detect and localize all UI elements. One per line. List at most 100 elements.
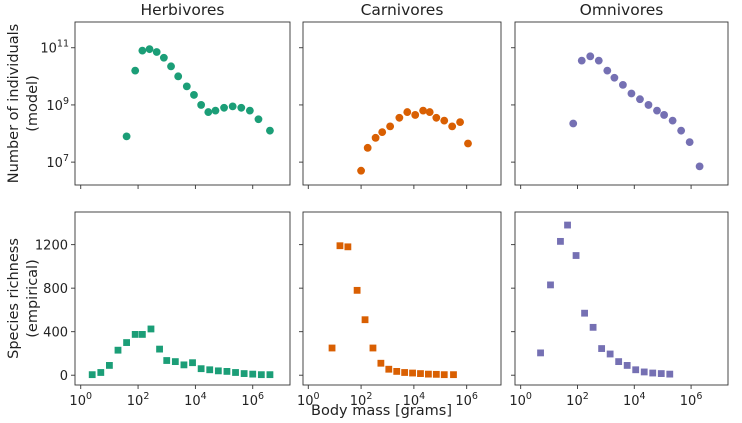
data-point-carnivores — [371, 133, 380, 142]
panel-frame-top-omnivores — [514, 21, 729, 186]
x-tick-label: 104 — [184, 391, 207, 409]
data-square-herbivores — [249, 370, 257, 378]
data-square-herbivores — [114, 346, 122, 354]
data-square-omnivores — [649, 369, 657, 377]
data-point-omnivores — [577, 56, 586, 65]
data-square-herbivores — [123, 339, 130, 346]
data-square-carnivores — [409, 369, 416, 377]
y-axis-label-top-line: (model) — [25, 75, 41, 131]
data-point-carnivores — [440, 116, 449, 125]
data-square-carnivores — [385, 365, 393, 373]
data-square-omnivores — [547, 281, 554, 289]
data-square-omnivores — [537, 349, 544, 357]
data-square-herbivores — [88, 371, 96, 379]
data-square-carnivores — [377, 359, 385, 367]
data-point-carnivores — [432, 113, 441, 122]
data-square-omnivores — [666, 370, 674, 378]
data-square-carnivores — [361, 316, 369, 324]
data-point-herbivores — [145, 45, 154, 54]
x-tick-label: 100 — [69, 391, 92, 409]
y-axis-label-top-line: Number of individuals — [6, 24, 22, 183]
data-point-omnivores — [677, 126, 686, 135]
data-point-herbivores — [266, 126, 274, 135]
data-point-herbivores — [220, 103, 228, 112]
data-point-herbivores — [159, 53, 168, 62]
data-point-herbivores — [182, 82, 191, 91]
data-square-herbivores — [189, 359, 196, 367]
data-point-omnivores — [610, 73, 619, 82]
x-tick-label: 102 — [566, 391, 589, 409]
data-point-herbivores — [174, 72, 183, 81]
data-square-herbivores — [240, 370, 248, 377]
data-square-herbivores — [197, 365, 205, 373]
data-square-omnivores — [581, 309, 588, 317]
data-point-omnivores — [660, 111, 668, 119]
data-point-omnivores — [586, 52, 595, 61]
x-tick-label: 102 — [350, 391, 373, 409]
data-square-herbivores — [147, 325, 155, 333]
data-square-omnivores — [640, 368, 648, 376]
panel-frame-bottom-herbivores — [74, 211, 291, 386]
data-point-carnivores — [403, 108, 412, 116]
data-square-herbivores — [232, 369, 239, 376]
data-point-omnivores — [668, 116, 677, 125]
data-point-carnivores — [464, 139, 472, 148]
data-square-carnivores — [328, 344, 336, 352]
data-point-carnivores — [419, 106, 428, 115]
data-square-herbivores — [180, 361, 188, 369]
data-point-herbivores — [190, 91, 198, 99]
data-point-carnivores — [448, 122, 457, 131]
data-point-carnivores — [357, 166, 365, 175]
data-square-herbivores — [266, 371, 274, 379]
data-point-herbivores — [211, 106, 220, 115]
y-axis-label-bottom-line: Species richness — [6, 238, 22, 359]
data-square-herbivores — [163, 357, 171, 364]
x-tick-label: 104 — [403, 391, 426, 409]
data-point-herbivores — [138, 46, 147, 55]
y-tick-label: 1011 — [40, 39, 69, 57]
x-tick-label: 104 — [623, 391, 646, 409]
data-square-herbivores — [138, 331, 146, 338]
data-point-herbivores — [197, 101, 206, 109]
data-square-herbivores — [206, 366, 214, 374]
x-tick-label: 100 — [297, 391, 320, 409]
data-point-herbivores — [167, 62, 175, 71]
x-axis-label: Body mass [grams] — [311, 403, 452, 419]
data-point-omnivores — [619, 81, 627, 89]
data-square-herbivores — [156, 345, 163, 353]
data-square-carnivores — [417, 370, 424, 377]
data-point-carnivores — [456, 118, 464, 126]
x-tick-label: 106 — [680, 391, 703, 409]
data-square-carnivores — [425, 370, 432, 378]
data-square-herbivores — [131, 331, 139, 338]
data-point-herbivores — [228, 102, 237, 111]
y-axis-label-bottom-line: (empirical) — [25, 259, 41, 337]
x-tick-label: 100 — [509, 391, 532, 409]
data-square-omnivores — [557, 237, 564, 245]
data-point-carnivores — [378, 128, 387, 136]
data-point-carnivores — [425, 108, 434, 116]
data-square-omnivores — [589, 323, 597, 331]
x-tick-label: 106 — [455, 391, 478, 409]
data-square-omnivores — [615, 358, 623, 366]
y-tick-label: 0 — [60, 369, 68, 384]
data-point-herbivores — [131, 66, 140, 75]
data-point-omnivores — [644, 101, 653, 109]
data-point-omnivores — [603, 66, 612, 75]
data-square-omnivores — [598, 345, 606, 352]
data-square-herbivores — [97, 369, 105, 376]
data-point-herbivores — [122, 132, 131, 141]
data-square-carnivores — [393, 367, 401, 375]
data-square-carnivores — [432, 370, 440, 378]
data-square-omnivores — [632, 366, 640, 374]
panel-frame-bottom-carnivores — [302, 211, 502, 386]
data-point-omnivores — [653, 106, 661, 115]
x-tick-label: 106 — [241, 391, 264, 409]
data-point-omnivores — [569, 119, 578, 128]
data-point-omnivores — [695, 162, 704, 171]
data-point-carnivores — [411, 111, 420, 119]
data-point-herbivores — [204, 108, 213, 116]
y-tick-label: 400 — [43, 326, 68, 341]
data-point-omnivores — [636, 95, 644, 104]
